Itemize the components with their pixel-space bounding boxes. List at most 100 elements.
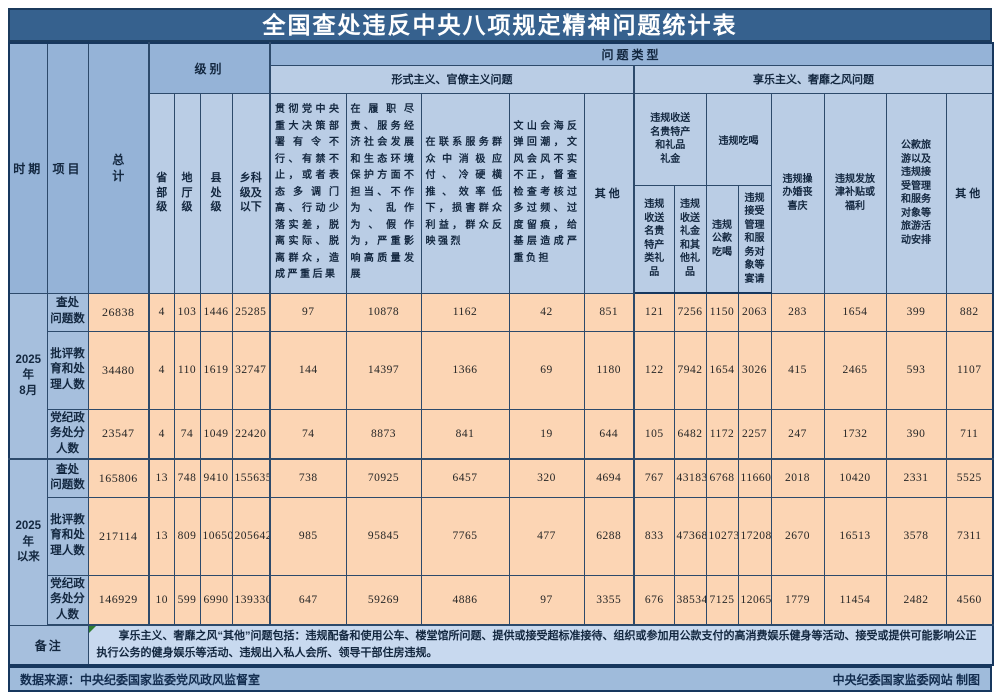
data-cell: 2331	[885, 458, 947, 498]
data-cell: 390	[885, 408, 947, 461]
data-cell: 415	[770, 330, 825, 410]
header-hedonism-col-1: 违规发放 津补贴或 福利	[823, 92, 887, 294]
period-cell: 2025年 以来	[8, 458, 48, 626]
data-cell: 1619	[199, 330, 233, 410]
data-cell: 2063	[737, 292, 772, 332]
data-source: 数据来源：中央纪委国家监委党风政风监督室	[20, 672, 261, 687]
data-cell: 42	[508, 292, 585, 332]
data-cell: 644	[583, 408, 636, 461]
row-label: 批评教 育和处 理人数	[46, 330, 89, 410]
data-cell: 6768	[705, 458, 739, 498]
header-hedonism-col-other: 其他	[945, 92, 994, 294]
stats-table: 时期 项目 总 计 级别 问题类型 形式主义、官僚主义问题 享乐主义、奢靡之风问…	[8, 42, 995, 667]
data-cell: 144	[269, 330, 347, 410]
data-cell: 711	[945, 408, 994, 461]
data-cell: 2670	[770, 496, 825, 576]
data-cell: 3355	[583, 574, 636, 627]
data-cell: 25285	[231, 292, 272, 332]
data-cell: 7311	[945, 496, 994, 576]
data-cell: 95845	[345, 496, 422, 576]
data-cell: 13	[148, 458, 175, 498]
data-cell: 4	[148, 330, 175, 410]
data-cell: 6482	[673, 408, 707, 461]
data-cell: 1732	[823, 408, 887, 461]
data-cell: 6457	[420, 458, 510, 498]
data-cell: 10	[148, 574, 175, 627]
data-cell: 3578	[885, 496, 947, 576]
data-cell: 17208	[737, 496, 772, 576]
data-cell: 26838	[87, 292, 150, 332]
data-cell: 43183	[673, 458, 707, 498]
data-cell: 399	[885, 292, 947, 332]
data-cell: 10420	[823, 458, 887, 498]
data-cell: 4	[148, 408, 175, 461]
data-cell: 103	[173, 292, 201, 332]
data-cell: 599	[173, 574, 201, 627]
footer-bar: 数据来源：中央纪委国家监委党风政风监督室 中央纪委国家监委网站 制图	[8, 666, 992, 692]
data-cell: 477	[508, 496, 585, 576]
data-cell: 647	[269, 574, 347, 627]
data-cell: 122	[633, 330, 675, 410]
header-formalism-col-0: 贯彻党中央重大决策部署有令不行、有禁不止，或者表态多调门高、行动少落实差，脱离实…	[269, 92, 347, 294]
data-cell: 4694	[583, 458, 636, 498]
data-cell: 110	[173, 330, 201, 410]
header-formalism-col-3: 文山会海反弹回潮，文风会风不实不正，督查检查考核过多过频、过度留痕，给基层造成严…	[508, 92, 585, 294]
data-cell: 10878	[345, 292, 422, 332]
header-total: 总 计	[87, 42, 150, 294]
data-cell: 205642	[231, 496, 272, 576]
data-cell: 841	[420, 408, 510, 461]
data-cell: 59269	[345, 574, 422, 627]
header-gift-sub-1: 违规 收送 礼金 和其 他礼 品	[673, 184, 707, 294]
data-cell: 1162	[420, 292, 510, 332]
header-formalism: 形式主义、官僚主义问题	[269, 64, 636, 94]
data-cell: 22420	[231, 408, 272, 461]
data-cell: 74	[173, 408, 201, 461]
header-level: 级别	[148, 42, 272, 94]
data-cell: 767	[633, 458, 675, 498]
data-cell: 217114	[87, 496, 150, 576]
notes-cell: 享乐主义、奢靡之风“其他”问题包括：违规配备和使用公车、楼堂馆所问题、提供或接受…	[87, 624, 994, 666]
data-cell: 283	[770, 292, 825, 332]
header-hedonism: 享乐主义、奢靡之风问题	[633, 64, 994, 94]
data-cell: 97	[508, 574, 585, 627]
data-cell: 1172	[705, 408, 739, 461]
data-cell: 748	[173, 458, 201, 498]
data-cell: 5525	[945, 458, 994, 498]
data-cell: 882	[945, 292, 994, 332]
data-cell: 985	[269, 496, 347, 576]
data-cell: 155635	[231, 458, 272, 498]
data-cell: 1654	[705, 330, 739, 410]
header-formalism-col-1: 在履职尽责、服务经济社会发展和生态环境保护方面不担当、不作为、乱作为、假作为，严…	[345, 92, 422, 294]
data-cell: 1366	[420, 330, 510, 410]
header-dining-group: 违规吃喝	[705, 92, 772, 186]
header-dining-sub-0: 违规 公款 吃喝	[705, 184, 739, 294]
header-level-0: 省 部 级	[148, 92, 175, 294]
cell-error-marker	[89, 626, 96, 634]
data-cell: 14397	[345, 330, 422, 410]
header-problem-type: 问题类型	[269, 42, 994, 66]
data-cell: 7942	[673, 330, 707, 410]
data-cell: 6990	[199, 574, 233, 627]
data-cell: 738	[269, 458, 347, 498]
data-cell: 8873	[345, 408, 422, 461]
header-formalism-col-2: 在联系服务群众中消极应付、冷硬横推、效率低下，损害群众利益，群众反映强烈	[420, 92, 510, 294]
data-cell: 320	[508, 458, 585, 498]
data-cell: 3026	[737, 330, 772, 410]
header-hedonism-col-2: 公款旅 游以及 违规接 受管理 和服务 对象等 旅游活 动安排	[885, 92, 947, 294]
data-cell: 809	[173, 496, 201, 576]
data-cell: 1654	[823, 292, 887, 332]
data-cell: 4	[148, 292, 175, 332]
header-level-3: 乡科 级及 以下	[231, 92, 272, 294]
header-level-2: 县 处 级	[199, 92, 233, 294]
data-cell: 10650	[199, 496, 233, 576]
data-cell: 105	[633, 408, 675, 461]
header-dining-sub-1: 违规 接受 管理 和服 务对 象等 宴请	[737, 184, 772, 294]
data-cell: 2482	[885, 574, 947, 627]
row-label: 党纪政 务处分 人数	[46, 574, 89, 627]
data-cell: 4886	[420, 574, 510, 627]
data-cell: 2257	[737, 408, 772, 461]
data-cell: 1150	[705, 292, 739, 332]
row-label: 党纪政 务处分 人数	[46, 408, 89, 461]
data-cell: 19	[508, 408, 585, 461]
